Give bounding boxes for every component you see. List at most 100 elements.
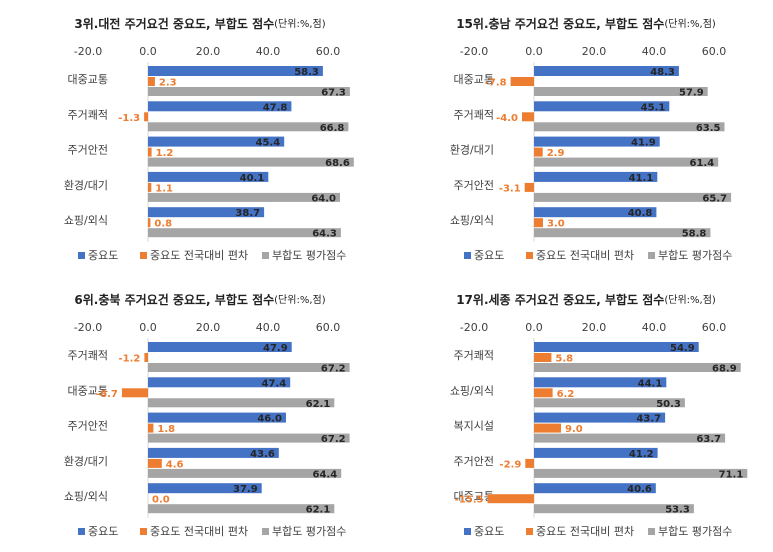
- value-label: 67.2: [321, 434, 346, 445]
- unit-text: (단위:%,점): [664, 293, 716, 306]
- value-label: 4.6: [166, 459, 184, 470]
- bar: [148, 468, 342, 478]
- bar: [148, 342, 292, 352]
- value-label: 1.2: [156, 148, 174, 159]
- bar: [148, 398, 335, 408]
- legend-label: 부합도 평가점수: [658, 249, 732, 262]
- bar: [534, 136, 660, 147]
- value-label: 65.7: [702, 193, 727, 204]
- legend-swatch: [526, 528, 533, 535]
- category-label: 주거쾌적: [68, 349, 108, 362]
- value-label: 45.1: [641, 102, 666, 113]
- x-tick-label: 60.0: [316, 321, 341, 334]
- bar: [148, 218, 151, 228]
- bar: [534, 342, 699, 352]
- value-label: 67.3: [321, 88, 346, 99]
- category-label: 대중교통: [454, 490, 494, 503]
- bar: [534, 228, 711, 238]
- value-label: 6.2: [557, 389, 575, 400]
- bar: [534, 412, 666, 423]
- legend-label: 중요도: [88, 525, 118, 538]
- bar: [534, 66, 679, 76]
- value-label: 68.6: [325, 158, 350, 169]
- bar: [148, 423, 154, 433]
- chart-panel: 6위.충북 주거요건 중요도, 부합도 점수(단위:%,점) -20.0 0.0 20…: [64, 292, 350, 538]
- bar: [534, 171, 658, 182]
- value-label: 47.8: [263, 102, 288, 113]
- value-label: 58.8: [682, 229, 707, 240]
- bar: [534, 423, 561, 433]
- value-label: 43.6: [250, 449, 275, 460]
- bar: [525, 458, 534, 468]
- value-label: 47.4: [262, 378, 287, 389]
- value-label: 53.3: [665, 505, 690, 516]
- value-label: 62.1: [306, 505, 331, 516]
- legend-label: 부합도 평가점수: [272, 249, 346, 262]
- value-label: 64.3: [312, 229, 337, 240]
- bar: [534, 353, 552, 362]
- category-label: 대중교통: [68, 384, 108, 397]
- bar: [534, 147, 543, 157]
- value-label: -4.0: [496, 113, 518, 124]
- category-label: 쇼핑/외식: [450, 214, 494, 227]
- value-label: 2.3: [159, 78, 177, 89]
- bar: [148, 157, 354, 167]
- bar: [148, 433, 350, 443]
- value-label: 5.8: [555, 354, 573, 365]
- bar: [144, 353, 148, 362]
- value-label: -2.9: [499, 459, 521, 470]
- bar: [148, 87, 350, 96]
- x-tick-label: -20.0: [74, 45, 102, 58]
- category-label: 주거쾌적: [454, 108, 494, 121]
- value-label: 3.0: [547, 219, 565, 230]
- chart-panel: 15위.충남 주거요건 중요도, 부합도 점수(단위:%,점) -20.0 0.0 2…: [450, 16, 733, 263]
- category-label: 쇼핑/외식: [64, 490, 108, 503]
- value-label: -7.8: [485, 78, 507, 89]
- legend-swatch: [262, 252, 269, 259]
- value-label: 40.8: [628, 208, 653, 219]
- legend-swatch: [648, 528, 655, 535]
- legend-swatch: [140, 528, 147, 535]
- bar: [148, 363, 350, 372]
- value-label: 64.0: [311, 193, 336, 204]
- category-label: 주거안전: [454, 455, 494, 468]
- value-label: -8.7: [96, 389, 118, 400]
- value-label: 46.0: [257, 414, 282, 425]
- value-label: 41.1: [629, 173, 654, 184]
- bar: [534, 192, 732, 202]
- bar: [534, 218, 543, 228]
- value-label: 61.4: [690, 158, 715, 169]
- bar: [148, 447, 279, 458]
- value-label: 67.2: [321, 364, 346, 375]
- category-label: 환경/대기: [64, 455, 108, 468]
- legend-label: 중요도 전국대비 편차: [150, 525, 248, 538]
- chart-title: 17위.세종 주거요건 중요도, 부합도 점수(단위:%,점): [456, 292, 716, 307]
- bar: [144, 112, 148, 122]
- x-tick-label: 0.0: [139, 321, 157, 334]
- legend-swatch: [648, 252, 655, 259]
- x-tick-label: 40.0: [642, 321, 667, 334]
- legend-swatch: [78, 252, 85, 259]
- legend-label: 중요도 전국대비 편차: [536, 525, 634, 538]
- x-tick-label: -20.0: [460, 321, 488, 334]
- value-label: 2.9: [547, 148, 565, 159]
- bar: [148, 171, 269, 182]
- x-tick-label: 40.0: [256, 321, 281, 334]
- legend-swatch: [78, 528, 85, 535]
- value-label: 40.1: [240, 173, 265, 184]
- bar: [524, 182, 534, 192]
- value-label: 57.9: [679, 88, 704, 99]
- bar: [534, 157, 719, 167]
- unit-text: (단위:%,점): [274, 293, 326, 306]
- value-label: 43.7: [636, 414, 661, 425]
- bar: [534, 398, 685, 408]
- bar: [534, 433, 726, 443]
- bar: [148, 458, 162, 468]
- value-label: -15.5: [455, 495, 484, 506]
- x-tick-label: -20.0: [74, 321, 102, 334]
- category-label: 주거안전: [68, 420, 108, 433]
- legend-label: 부합도 평가점수: [272, 525, 346, 538]
- bar: [148, 147, 152, 157]
- bar: [534, 377, 667, 388]
- legend-swatch: [262, 528, 269, 535]
